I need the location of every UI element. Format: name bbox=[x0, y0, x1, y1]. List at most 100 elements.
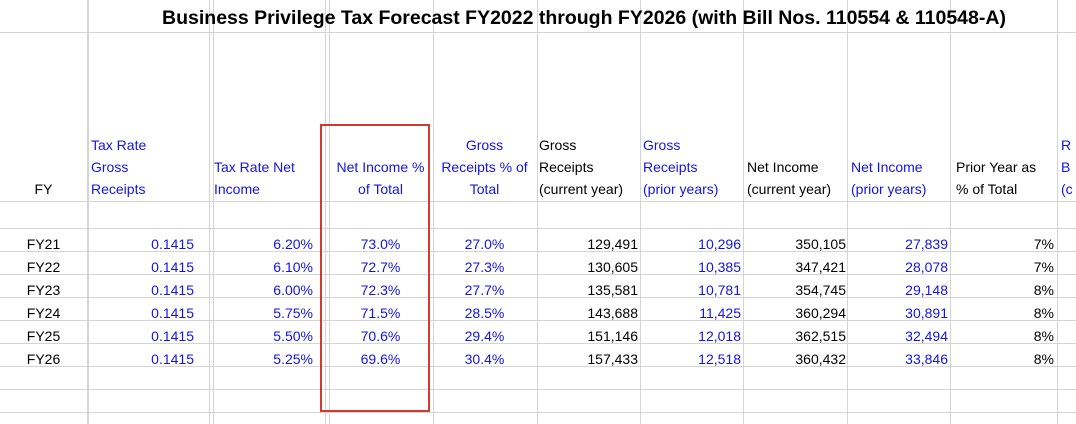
row-gridline bbox=[0, 274, 1076, 275]
cell-prior-year-pct[interactable]: 8% bbox=[1033, 351, 1054, 367]
cell-gross-current[interactable]: 151,146 bbox=[587, 328, 638, 344]
cell-tax-rate-gross[interactable]: 0.1415 bbox=[151, 305, 194, 321]
header-fy-line-1: FY bbox=[34, 181, 53, 197]
cell-net-current[interactable]: 350,105 bbox=[795, 236, 846, 252]
cell-tax-rate-gross[interactable]: 0.1415 bbox=[151, 259, 194, 275]
row-gridline bbox=[0, 320, 1076, 321]
cell-net-prior[interactable]: 29,148 bbox=[905, 282, 948, 298]
column-gridline bbox=[325, 0, 326, 424]
cell-tax-rate-gross[interactable]: 0.1415 bbox=[151, 328, 194, 344]
cell-net-current[interactable]: 360,294 bbox=[795, 305, 846, 321]
cell-net-current[interactable]: 354,745 bbox=[795, 282, 846, 298]
cell-gross-current[interactable]: 157,433 bbox=[587, 351, 638, 367]
row-gridline bbox=[0, 412, 1076, 413]
cell-fy[interactable]: FY26 bbox=[26, 351, 61, 367]
header-gross-receipts-pct-line-1: Gross bbox=[465, 137, 504, 153]
cell-tax-rate-gross[interactable]: 0.1415 bbox=[151, 282, 194, 298]
cell-net-income-pct[interactable]: 72.7% bbox=[360, 259, 401, 275]
header-cut-line-1: R bbox=[1061, 137, 1072, 153]
cell-gross-current[interactable]: 143,688 bbox=[587, 305, 638, 321]
cell-tax-rate-net[interactable]: 6.00% bbox=[273, 282, 313, 298]
cell-prior-year-pct[interactable]: 8% bbox=[1033, 328, 1054, 344]
cell-gross-current[interactable]: 135,581 bbox=[587, 282, 638, 298]
cell-gross-prior[interactable]: 10,296 bbox=[698, 236, 741, 252]
header-net-prior-line-2: (prior years) bbox=[851, 181, 927, 197]
header-tax-rate-gross-line-2: Gross bbox=[91, 159, 129, 175]
cell-net-income-pct[interactable]: 70.6% bbox=[360, 328, 401, 344]
header-gross-current-line-2: Receipts bbox=[539, 159, 594, 175]
cell-gross-prior[interactable]: 10,781 bbox=[698, 282, 741, 298]
column-gridline bbox=[847, 0, 848, 424]
cell-fy[interactable]: FY21 bbox=[26, 236, 61, 252]
cell-tax-rate-net[interactable]: 5.25% bbox=[273, 351, 313, 367]
column-gridline bbox=[640, 0, 641, 424]
column-gridline bbox=[87, 0, 88, 424]
cell-tax-rate-net[interactable]: 5.75% bbox=[273, 305, 313, 321]
cell-gross-receipts-pct[interactable]: 27.3% bbox=[464, 259, 505, 275]
header-net-current-line-1: Net Income bbox=[747, 159, 819, 175]
cell-tax-rate-net[interactable]: 6.10% bbox=[273, 259, 313, 275]
column-gridline bbox=[329, 0, 330, 424]
cell-gross-receipts-pct[interactable]: 29.4% bbox=[464, 328, 505, 344]
cell-fy[interactable]: FY23 bbox=[26, 282, 61, 298]
row-gridline bbox=[0, 366, 1076, 367]
header-net-current-line-2: (current year) bbox=[747, 181, 832, 197]
header-net-income-pct-line-2: of Total bbox=[358, 181, 403, 197]
cell-gross-prior[interactable]: 12,518 bbox=[698, 351, 741, 367]
cell-prior-year-pct[interactable]: 8% bbox=[1033, 305, 1054, 321]
header-gross-receipts-pct-line-2: Receipts % of bbox=[441, 159, 528, 175]
row-gridline bbox=[0, 201, 1076, 202]
cell-gross-receipts-pct[interactable]: 27.0% bbox=[464, 236, 505, 252]
column-gridline bbox=[743, 0, 744, 424]
cell-net-prior[interactable]: 28,078 bbox=[905, 259, 948, 275]
column-gridline bbox=[209, 0, 210, 424]
cell-tax-rate-gross[interactable]: 0.1415 bbox=[151, 351, 194, 367]
cell-gross-receipts-pct[interactable]: 30.4% bbox=[464, 351, 505, 367]
header-cut-line-2: B bbox=[1061, 159, 1071, 175]
cell-tax-rate-net[interactable]: 6.20% bbox=[273, 236, 313, 252]
cell-net-income-pct[interactable]: 73.0% bbox=[360, 236, 401, 252]
header-gross-prior-line-1: Gross bbox=[643, 137, 681, 153]
cell-tax-rate-gross[interactable]: 0.1415 bbox=[151, 236, 194, 252]
column-gridline bbox=[433, 0, 434, 424]
cell-fy[interactable]: FY25 bbox=[26, 328, 61, 344]
header-cut-line-3: (c bbox=[1061, 181, 1073, 197]
cell-net-prior[interactable]: 32,494 bbox=[905, 328, 948, 344]
column-gridline bbox=[950, 0, 951, 424]
cell-net-prior[interactable]: 33,846 bbox=[905, 351, 948, 367]
column-gridline bbox=[213, 0, 214, 424]
header-gross-prior-line-2: Receipts bbox=[643, 159, 698, 175]
cell-gross-prior[interactable]: 12,018 bbox=[698, 328, 741, 344]
cell-gross-receipts-pct[interactable]: 27.7% bbox=[464, 282, 505, 298]
header-net-income-pct-line-1: Net Income % bbox=[336, 159, 425, 175]
cell-prior-year-pct[interactable]: 8% bbox=[1033, 282, 1054, 298]
cell-gross-receipts-pct[interactable]: 28.5% bbox=[464, 305, 505, 321]
cell-prior-year-pct[interactable]: 7% bbox=[1033, 259, 1054, 275]
cell-net-prior[interactable]: 30,891 bbox=[905, 305, 948, 321]
cell-gross-current[interactable]: 129,491 bbox=[587, 236, 638, 252]
header-gross-current-line-1: Gross bbox=[539, 137, 577, 153]
cell-net-current[interactable]: 362,515 bbox=[795, 328, 846, 344]
cell-gross-prior[interactable]: 10,385 bbox=[698, 259, 741, 275]
cell-net-prior[interactable]: 27,839 bbox=[905, 236, 948, 252]
cell-fy[interactable]: FY22 bbox=[26, 259, 61, 275]
cell-net-current[interactable]: 347,421 bbox=[795, 259, 846, 275]
header-tax-rate-gross-line-1: Tax Rate bbox=[91, 137, 147, 153]
row-gridline bbox=[0, 389, 1076, 390]
cell-prior-year-pct[interactable]: 7% bbox=[1033, 236, 1054, 252]
column-gridline bbox=[1057, 0, 1058, 424]
row-gridline bbox=[0, 297, 1076, 298]
row-gridline bbox=[0, 32, 1076, 33]
cell-gross-current[interactable]: 130,605 bbox=[587, 259, 638, 275]
cell-net-income-pct[interactable]: 72.3% bbox=[360, 282, 401, 298]
cell-net-current[interactable]: 360,432 bbox=[795, 351, 846, 367]
cell-tax-rate-net[interactable]: 5.50% bbox=[273, 328, 313, 344]
header-gross-prior-line-3: (prior years) bbox=[643, 181, 719, 197]
cell-gross-prior[interactable]: 11,425 bbox=[699, 305, 741, 321]
header-prior-year-pct-line-1: Prior Year as bbox=[956, 159, 1037, 175]
cell-net-income-pct[interactable]: 69.6% bbox=[360, 351, 401, 367]
column-gridline bbox=[537, 0, 538, 424]
cell-fy[interactable]: FY24 bbox=[26, 305, 61, 321]
cell-net-income-pct[interactable]: 71.5% bbox=[360, 305, 401, 321]
